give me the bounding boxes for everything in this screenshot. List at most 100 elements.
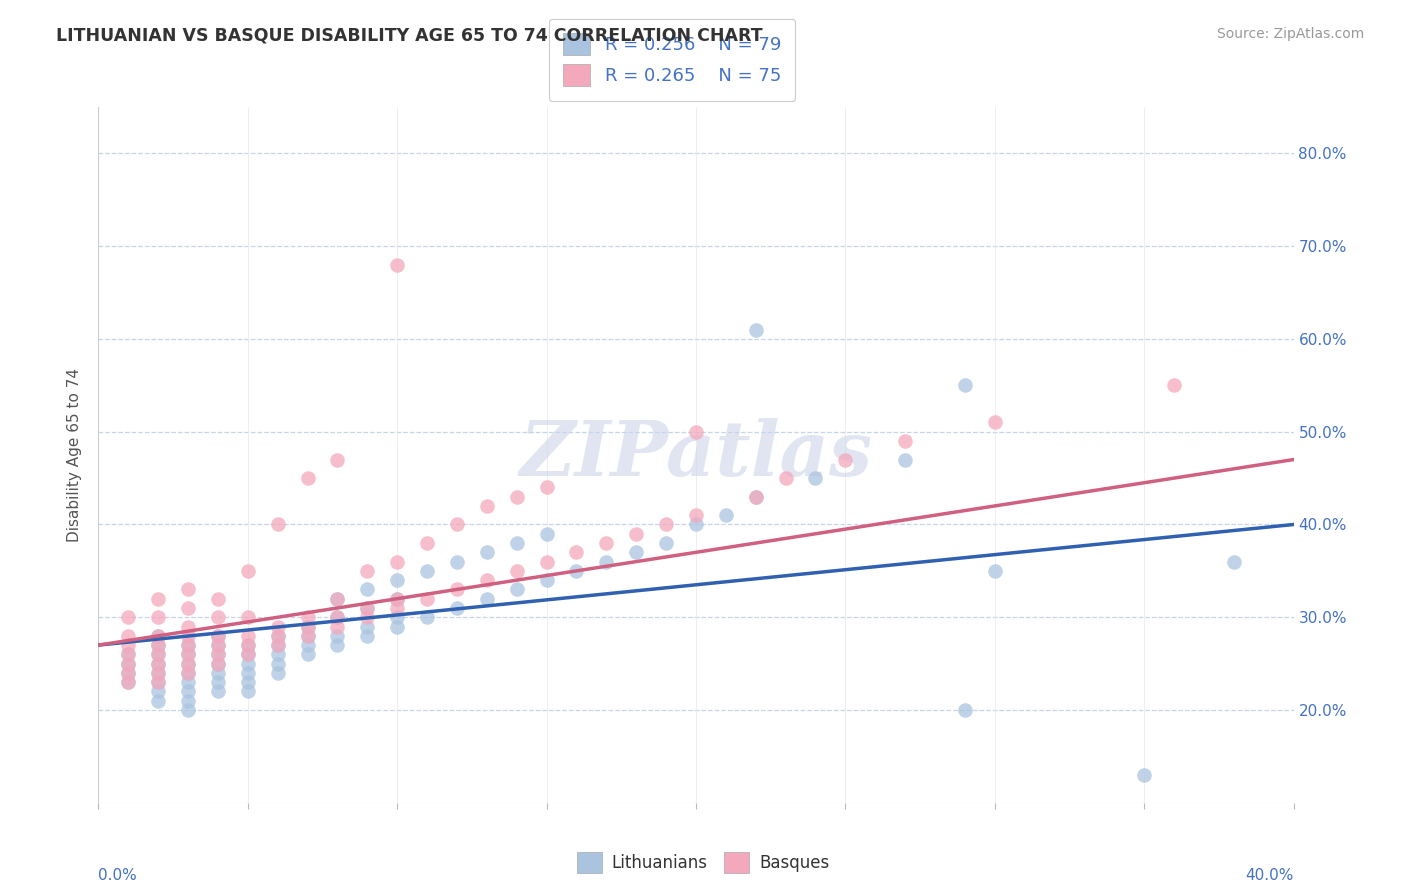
Point bbox=[356, 601, 378, 615]
Point bbox=[148, 665, 170, 680]
Point bbox=[297, 638, 319, 652]
Point bbox=[446, 555, 468, 569]
Point bbox=[565, 564, 588, 578]
Point bbox=[177, 629, 200, 643]
Point bbox=[475, 573, 498, 587]
Point bbox=[1223, 555, 1246, 569]
Point bbox=[148, 638, 170, 652]
Point bbox=[236, 564, 259, 578]
Point bbox=[267, 665, 290, 680]
Point bbox=[177, 657, 200, 671]
Point bbox=[148, 648, 170, 662]
Point bbox=[148, 675, 170, 690]
Point bbox=[385, 601, 409, 615]
Text: 0.0%: 0.0% bbox=[98, 868, 138, 883]
Point bbox=[297, 619, 319, 633]
Point bbox=[207, 638, 229, 652]
Point bbox=[565, 545, 588, 559]
Point bbox=[595, 536, 617, 550]
Point bbox=[117, 657, 139, 671]
Point bbox=[475, 499, 498, 513]
Point bbox=[267, 638, 290, 652]
Point bbox=[177, 675, 200, 690]
Point bbox=[297, 629, 319, 643]
Point bbox=[894, 452, 917, 467]
Point bbox=[804, 471, 827, 485]
Point bbox=[267, 619, 290, 633]
Point bbox=[506, 582, 529, 597]
Point bbox=[177, 619, 200, 633]
Point bbox=[326, 610, 349, 624]
Point bbox=[117, 657, 139, 671]
Point bbox=[326, 619, 349, 633]
Point bbox=[148, 657, 170, 671]
Point bbox=[745, 490, 768, 504]
Point bbox=[207, 665, 229, 680]
Point bbox=[326, 610, 349, 624]
Point bbox=[356, 619, 378, 633]
Point bbox=[385, 258, 409, 272]
Point bbox=[834, 452, 856, 467]
Point bbox=[148, 591, 170, 606]
Point bbox=[385, 591, 409, 606]
Point bbox=[207, 657, 229, 671]
Point bbox=[416, 536, 439, 550]
Point bbox=[626, 545, 648, 559]
Point bbox=[745, 490, 768, 504]
Point bbox=[385, 619, 409, 633]
Legend: R = 0.256    N = 79, R = 0.265    N = 75: R = 0.256 N = 79, R = 0.265 N = 75 bbox=[548, 19, 796, 101]
Point bbox=[416, 610, 439, 624]
Point bbox=[326, 629, 349, 643]
Point bbox=[536, 480, 558, 494]
Point bbox=[356, 629, 378, 643]
Point bbox=[177, 648, 200, 662]
Point bbox=[117, 610, 139, 624]
Point bbox=[236, 675, 259, 690]
Point bbox=[207, 675, 229, 690]
Point bbox=[236, 648, 259, 662]
Point bbox=[685, 508, 707, 523]
Point bbox=[148, 629, 170, 643]
Point bbox=[177, 582, 200, 597]
Point bbox=[326, 591, 349, 606]
Point bbox=[297, 610, 319, 624]
Point bbox=[177, 601, 200, 615]
Point bbox=[177, 638, 200, 652]
Point bbox=[117, 648, 139, 662]
Point bbox=[236, 665, 259, 680]
Point bbox=[236, 638, 259, 652]
Legend: Lithuanians, Basques: Lithuanians, Basques bbox=[569, 846, 837, 880]
Point bbox=[207, 591, 229, 606]
Point bbox=[148, 638, 170, 652]
Point bbox=[177, 665, 200, 680]
Point bbox=[536, 555, 558, 569]
Point bbox=[236, 629, 259, 643]
Point bbox=[148, 610, 170, 624]
Point bbox=[267, 629, 290, 643]
Point bbox=[117, 665, 139, 680]
Point bbox=[297, 629, 319, 643]
Point bbox=[297, 648, 319, 662]
Point bbox=[177, 657, 200, 671]
Point bbox=[207, 629, 229, 643]
Point bbox=[267, 657, 290, 671]
Point bbox=[536, 526, 558, 541]
Point bbox=[207, 648, 229, 662]
Point bbox=[385, 573, 409, 587]
Point bbox=[416, 591, 439, 606]
Point bbox=[148, 629, 170, 643]
Point bbox=[356, 610, 378, 624]
Y-axis label: Disability Age 65 to 74: Disability Age 65 to 74 bbox=[67, 368, 83, 542]
Point bbox=[297, 471, 319, 485]
Point bbox=[236, 684, 259, 698]
Point bbox=[626, 526, 648, 541]
Point bbox=[326, 638, 349, 652]
Point bbox=[236, 638, 259, 652]
Point bbox=[685, 517, 707, 532]
Point bbox=[984, 416, 1007, 430]
Point bbox=[207, 638, 229, 652]
Point bbox=[775, 471, 797, 485]
Point bbox=[117, 675, 139, 690]
Point bbox=[446, 517, 468, 532]
Point bbox=[177, 638, 200, 652]
